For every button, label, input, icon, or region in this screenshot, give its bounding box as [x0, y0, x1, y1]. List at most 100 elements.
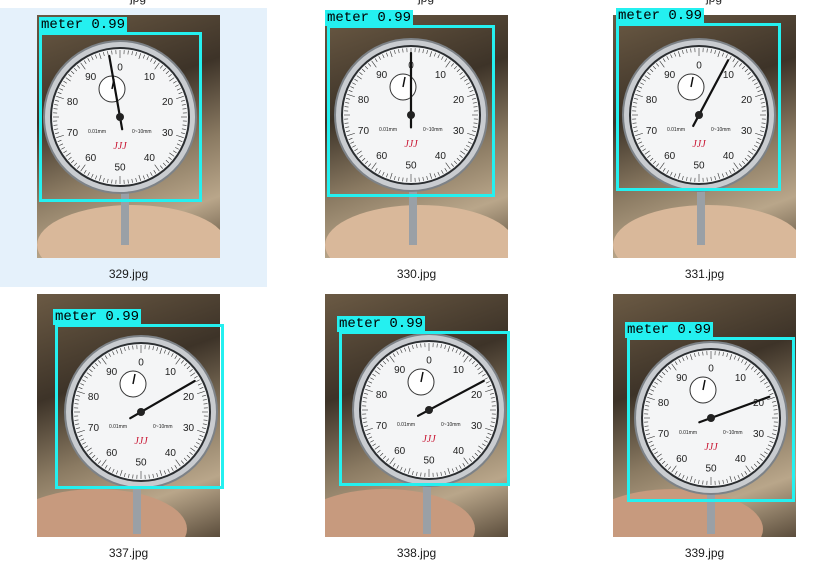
dial-gauge-337: 0 10 20 30 40 50 60 70 80 90 0.01mm 0~10mm JJJ — [64, 335, 218, 489]
dial-resolution-text: 0.01mm — [667, 127, 685, 133]
dial-range-text: 0~10mm — [153, 424, 173, 430]
dial-number: 20 — [741, 95, 753, 106]
dial-number: 70 — [358, 126, 370, 137]
dial-number: 70 — [646, 126, 658, 137]
dial-number: 0 — [696, 61, 702, 72]
dial-range-text: 0~10mm — [132, 129, 152, 135]
detection-label-339: meter 0.99 — [625, 322, 714, 338]
dial-range-text: 0~10mm — [723, 430, 743, 436]
dial-number: 40 — [165, 448, 177, 459]
filename-337[interactable]: 337.jpg — [108, 546, 149, 560]
thumbnail-337[interactable]: 0 10 20 30 40 50 60 70 80 90 0.01mm 0~10mm JJJ — [37, 294, 220, 537]
detection-box-329 — [39, 32, 202, 202]
dial-number: 50 — [423, 456, 435, 467]
dial-number: 70 — [88, 423, 100, 434]
thumbnail-329[interactable]: 0 10 20 30 40 50 60 70 80 90 0.01mm 0~10mm JJJ — [37, 15, 220, 258]
dial-number: 80 — [658, 398, 670, 409]
dial-range-text: 0~10mm — [423, 127, 443, 133]
dial-number: 50 — [405, 161, 417, 172]
dial-number: 20 — [183, 392, 195, 403]
filename-339[interactable]: 339.jpg — [684, 546, 725, 560]
dial-number: 90 — [394, 365, 406, 376]
dial-number: 80 — [88, 392, 100, 403]
dial-number: 10 — [165, 367, 177, 378]
dial-gauge-338: 0 10 20 30 40 50 60 70 80 90 0.01mm 0~10mm JJJ — [352, 333, 506, 487]
dial-number: 90 — [664, 70, 676, 81]
dial-number: 20 — [453, 95, 465, 106]
dial-number: 60 — [85, 153, 97, 164]
dial-number: 40 — [723, 151, 735, 162]
detection-label-338: meter 0.99 — [337, 316, 426, 332]
dial-number: 70 — [67, 128, 79, 139]
dial-gauge-339: 0 10 20 30 40 50 60 70 80 90 0.01mm 0~10mm JJJ — [634, 341, 788, 495]
dial-resolution-text: 0.01mm — [88, 129, 106, 135]
detection-box-331 — [616, 23, 781, 191]
dial-number: 40 — [435, 151, 447, 162]
filename-338[interactable]: 338.jpg — [396, 546, 437, 560]
filename-331[interactable]: 331.jpg — [684, 267, 725, 281]
dial-number: 60 — [106, 448, 118, 459]
detection-box-338 — [339, 331, 510, 486]
dial-number: 30 — [753, 429, 765, 440]
dial-number: 20 — [471, 390, 483, 401]
dial-number: 70 — [658, 429, 670, 440]
detection-label-329: meter 0.99 — [39, 17, 128, 33]
detection-box-330 — [327, 25, 495, 197]
filename-330[interactable]: 330.jpg — [396, 267, 437, 281]
dial-range-text: 0~10mm — [441, 422, 461, 428]
dial-number: 50 — [693, 161, 705, 172]
dial-number: 50 — [114, 163, 126, 174]
dial-number: 30 — [453, 126, 465, 137]
dial-number: 60 — [664, 151, 676, 162]
dial-number: 50 — [705, 464, 717, 475]
dial-number: 40 — [453, 446, 465, 457]
detection-box-339 — [627, 337, 795, 502]
detection-label-331: meter 0.99 — [616, 8, 705, 24]
dial-brand-logo: JJJ — [422, 434, 436, 445]
dial-resolution-text: 0.01mm — [379, 127, 397, 133]
detection-label-330: meter 0.99 — [325, 10, 414, 26]
dial-gauge-331: 0 10 20 30 40 50 60 70 80 90 0.01mm 0~10mm JJJ — [622, 38, 776, 192]
dial-number: 10 — [723, 70, 735, 81]
dial-number: 90 — [85, 72, 97, 83]
dial-number: 0 — [426, 356, 432, 367]
dial-number: 30 — [741, 126, 753, 137]
dial-number: 30 — [162, 128, 174, 139]
detection-label-337: meter 0.99 — [53, 309, 142, 325]
dial-number: 10 — [435, 70, 447, 81]
dial-number: 20 — [753, 398, 765, 409]
filename-329[interactable]: 329.jpg — [108, 267, 149, 281]
dial-number: 30 — [183, 423, 195, 434]
dial-number: 60 — [376, 151, 388, 162]
partial-filename-top-2: jpg — [418, 0, 434, 5]
thumbnail-331[interactable]: 0 10 20 30 40 50 60 70 80 90 0.01mm 0~10mm JJJ — [613, 15, 796, 258]
dial-gauge-329: 0 10 20 30 40 50 60 70 80 90 0.01mm 0~10mm JJJ — [43, 40, 197, 194]
dial-brand-logo: JJJ — [134, 436, 148, 447]
dial-brand-logo: JJJ — [692, 139, 706, 150]
dial-number: 10 — [735, 373, 747, 384]
dial-number: 90 — [376, 70, 388, 81]
dial-number: 0 — [138, 358, 144, 369]
dial-resolution-text: 0.01mm — [109, 424, 127, 430]
thumbnail-338[interactable]: 0 10 20 30 40 50 60 70 80 90 0.01mm 0~10mm JJJ — [325, 294, 508, 537]
dial-number: 90 — [106, 367, 118, 378]
dial-number: 50 — [135, 458, 147, 469]
dial-brand-logo: JJJ — [113, 141, 127, 152]
dial-number: 60 — [394, 446, 406, 457]
dial-number: 20 — [162, 97, 174, 108]
dial-number: 0 — [708, 364, 714, 375]
dial-number: 40 — [735, 454, 747, 465]
meter-photo: 0 10 20 30 40 50 60 70 80 90 0.01mm 0~10mm JJJ — [37, 335, 218, 537]
dial-number: 80 — [376, 390, 388, 401]
dial-resolution-text: 0.01mm — [397, 422, 415, 428]
dial-number: 70 — [376, 421, 388, 432]
dial-number: 60 — [676, 454, 688, 465]
dial-number: 0 — [117, 63, 123, 74]
